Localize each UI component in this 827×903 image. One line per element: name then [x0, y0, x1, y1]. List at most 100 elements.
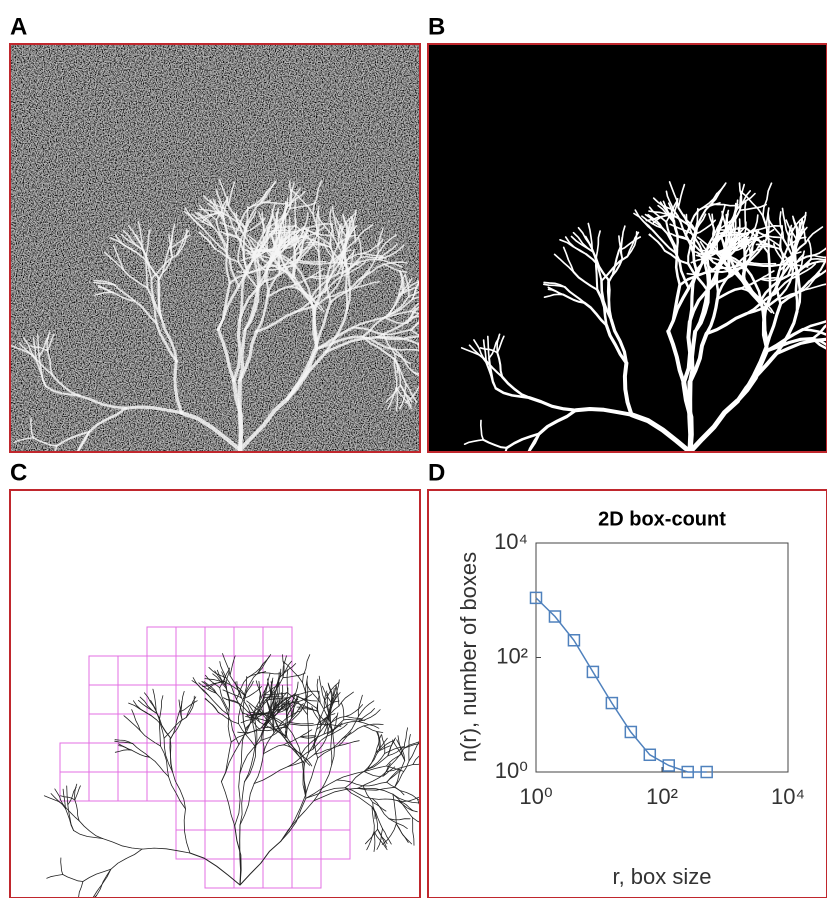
- box: [118, 743, 147, 772]
- vessel: [346, 716, 362, 719]
- box: [321, 830, 350, 859]
- vessel: [358, 701, 374, 717]
- vessel: [226, 678, 237, 700]
- box: [89, 772, 118, 801]
- vessel: [38, 483, 56, 487]
- vessel: [240, 782, 244, 825]
- vessel: [519, 467, 525, 498]
- box: [89, 685, 118, 714]
- vessel: [151, 716, 170, 738]
- vessel: [169, 777, 186, 809]
- box: [205, 772, 234, 801]
- vessel: [413, 818, 436, 827]
- vessel: [31, 472, 51, 482]
- vessel: [389, 819, 410, 820]
- box: [118, 656, 147, 685]
- box: [205, 859, 234, 888]
- box: [176, 714, 205, 743]
- vessel: [35, 488, 49, 506]
- vessel: [377, 829, 383, 850]
- vessel: [295, 199, 296, 226]
- box: [147, 772, 176, 801]
- y-tick-label: 10⁴: [494, 529, 528, 554]
- vessel: [221, 782, 234, 826]
- vessel: [205, 699, 218, 713]
- box: [89, 743, 118, 772]
- vessel: [240, 841, 281, 885]
- vessel: [374, 832, 375, 852]
- box: [263, 801, 292, 830]
- box: [147, 656, 176, 685]
- box: [205, 627, 234, 656]
- box: [176, 801, 205, 830]
- vessel: [75, 496, 83, 522]
- vessel: [254, 754, 263, 784]
- vessel: [281, 795, 306, 841]
- vessel: [254, 767, 288, 784]
- box: [176, 627, 205, 656]
- vessel: [63, 875, 83, 882]
- vessel: [413, 818, 414, 846]
- vessel: [69, 465, 75, 496]
- vessel: [67, 786, 68, 805]
- vessel: [283, 673, 305, 678]
- vessel: [373, 802, 386, 811]
- vessel: [419, 803, 441, 810]
- image-c-skeleton: [44, 654, 441, 899]
- vessel: [305, 758, 317, 795]
- vessel: [170, 712, 179, 739]
- x-tick-label: 10²: [646, 784, 678, 809]
- panel-label: A: [10, 13, 27, 40]
- box: [263, 627, 292, 656]
- vessel: [365, 829, 377, 844]
- vessel: [364, 726, 383, 733]
- box: [118, 714, 147, 743]
- vessel: [481, 474, 501, 484]
- vessel: [264, 745, 284, 754]
- box: [234, 743, 263, 772]
- vessel: [413, 763, 435, 765]
- vessel: [184, 809, 190, 853]
- vessel: [142, 848, 190, 853]
- vessel: [267, 228, 268, 250]
- vessel: [228, 711, 231, 742]
- vessel: [35, 484, 55, 489]
- vessel: [287, 670, 288, 693]
- vessel: [160, 696, 163, 719]
- vessel: [190, 853, 240, 885]
- vessel: [404, 738, 427, 749]
- vessel: [56, 462, 73, 482]
- vessel: [303, 655, 310, 683]
- box: [118, 772, 147, 801]
- vessel: [525, 498, 533, 524]
- vessel: [54, 462, 72, 484]
- vessel: [404, 728, 408, 748]
- plot-frame: [536, 543, 788, 772]
- box: [205, 830, 234, 859]
- vessel: [324, 710, 331, 734]
- vessel: [796, 269, 797, 311]
- vessel: [74, 831, 103, 839]
- vessel: [489, 486, 504, 502]
- vessel: [119, 746, 132, 751]
- vessel: [525, 498, 540, 519]
- vessel: [396, 824, 408, 843]
- box: [60, 743, 89, 772]
- vessel: [364, 772, 383, 777]
- vessel: [333, 722, 359, 731]
- vessel: [75, 496, 90, 517]
- vessel: [488, 485, 506, 489]
- series-line: [536, 598, 707, 772]
- box: [234, 627, 263, 656]
- vessel: [346, 267, 347, 309]
- vessel: [314, 765, 332, 801]
- vessel: [339, 692, 354, 706]
- page: A B C D 2D box-count r, box size n(r), n…: [0, 0, 827, 903]
- box: [321, 801, 350, 830]
- vessel: [395, 761, 409, 787]
- panel-frame: [10, 490, 420, 898]
- box: [147, 627, 176, 656]
- vessel: [240, 730, 246, 773]
- box: [89, 714, 118, 743]
- vessel: [331, 728, 332, 764]
